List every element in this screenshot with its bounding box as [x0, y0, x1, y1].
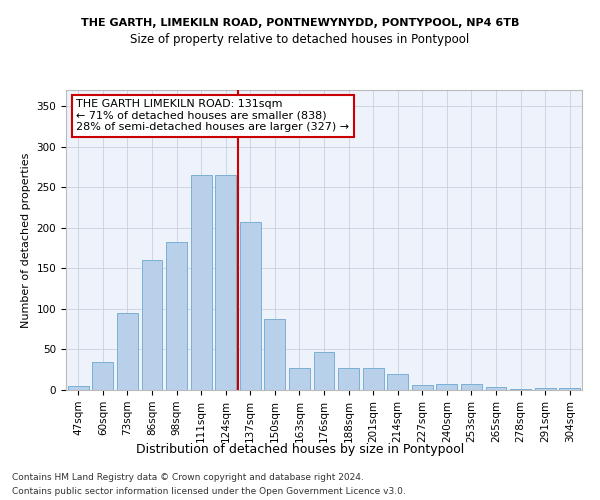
Bar: [387, 374, 408, 390]
Bar: [559, 388, 580, 390]
Bar: [338, 368, 359, 390]
Text: Contains HM Land Registry data © Crown copyright and database right 2024.: Contains HM Land Registry data © Crown c…: [12, 472, 364, 482]
Bar: [240, 222, 261, 390]
Bar: [314, 352, 334, 390]
Y-axis label: Number of detached properties: Number of detached properties: [21, 152, 31, 328]
Bar: [166, 242, 187, 390]
Text: Size of property relative to detached houses in Pontypool: Size of property relative to detached ho…: [130, 32, 470, 46]
Bar: [485, 387, 506, 390]
Bar: [142, 260, 163, 390]
Bar: [265, 318, 286, 390]
Bar: [191, 175, 212, 390]
Bar: [362, 368, 383, 390]
Text: THE GARTH LIMEKILN ROAD: 131sqm
← 71% of detached houses are smaller (838)
28% o: THE GARTH LIMEKILN ROAD: 131sqm ← 71% of…: [76, 99, 349, 132]
Text: Distribution of detached houses by size in Pontypool: Distribution of detached houses by size …: [136, 442, 464, 456]
Bar: [436, 384, 457, 390]
Bar: [535, 388, 556, 390]
Bar: [92, 362, 113, 390]
Bar: [215, 175, 236, 390]
Text: THE GARTH, LIMEKILN ROAD, PONTNEWYNYDD, PONTYPOOL, NP4 6TB: THE GARTH, LIMEKILN ROAD, PONTNEWYNYDD, …: [81, 18, 519, 28]
Bar: [461, 384, 482, 390]
Bar: [289, 368, 310, 390]
Bar: [68, 386, 89, 390]
Bar: [510, 389, 531, 390]
Bar: [412, 385, 433, 390]
Bar: [117, 313, 138, 390]
Text: Contains public sector information licensed under the Open Government Licence v3: Contains public sector information licen…: [12, 488, 406, 496]
